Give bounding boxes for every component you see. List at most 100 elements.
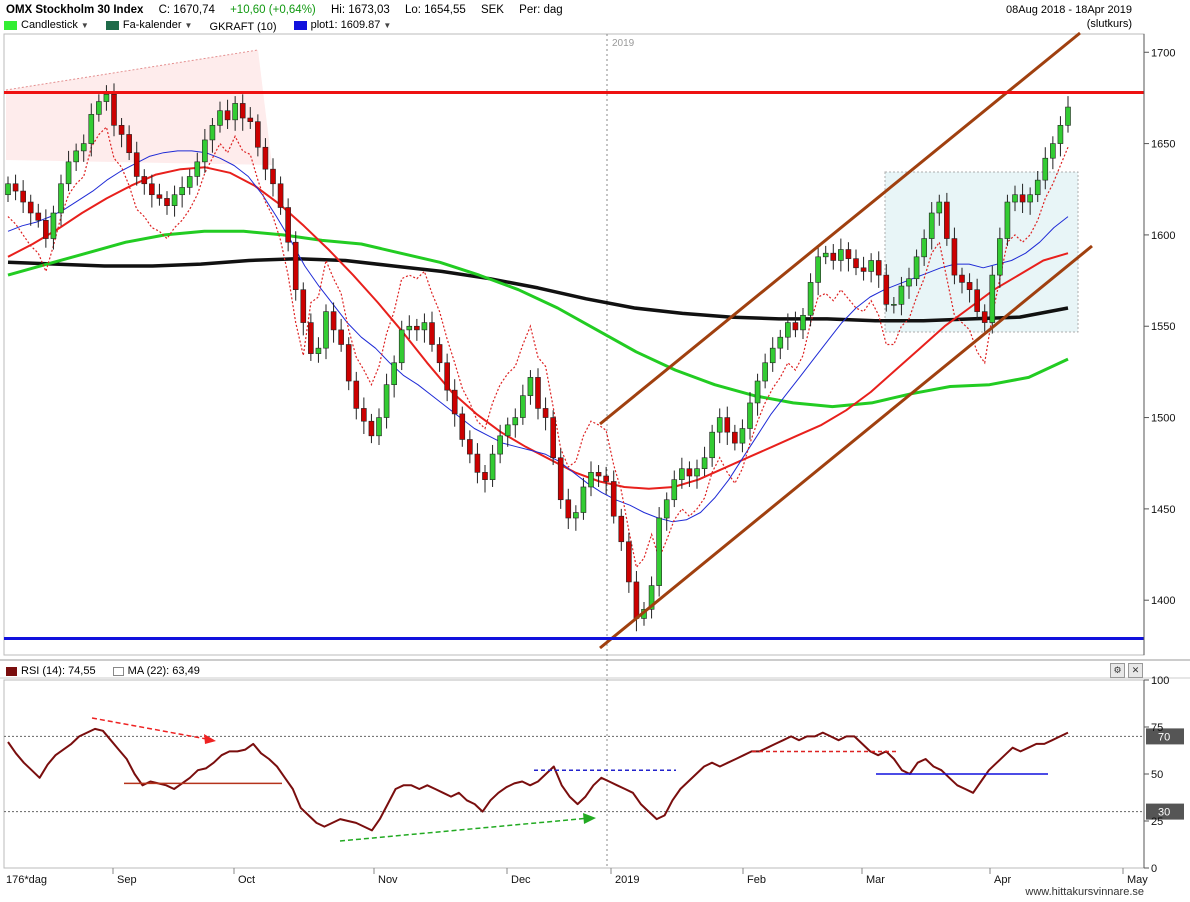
chevron-down-icon: ▼ bbox=[80, 20, 89, 30]
candle bbox=[1042, 157, 1049, 181]
candle bbox=[300, 289, 307, 323]
change-value: +10,60 (+0,64%) bbox=[230, 4, 316, 16]
candle bbox=[497, 435, 503, 455]
candle bbox=[80, 143, 87, 152]
rsi-y-tick-label: 50 bbox=[1151, 769, 1163, 781]
candle bbox=[353, 380, 360, 409]
fa-kalender-swatch bbox=[105, 20, 119, 30]
plot1-swatch bbox=[293, 20, 307, 30]
candle bbox=[482, 472, 488, 480]
candle bbox=[232, 103, 238, 121]
candle bbox=[429, 322, 435, 345]
candle bbox=[5, 183, 11, 196]
high-value: Hi: 1673,03 bbox=[330, 4, 390, 16]
chevron-down-icon: ▼ bbox=[184, 20, 193, 30]
candle bbox=[906, 278, 912, 287]
candle bbox=[724, 417, 731, 433]
candle bbox=[467, 439, 473, 455]
candle bbox=[171, 194, 178, 206]
candle bbox=[58, 183, 64, 214]
candle bbox=[792, 322, 799, 331]
candle bbox=[565, 499, 572, 519]
candle bbox=[595, 472, 602, 477]
rsi-ref-label: 70 bbox=[1158, 731, 1170, 743]
candle bbox=[376, 417, 382, 437]
candle bbox=[50, 212, 57, 239]
y-tick-label: 1450 bbox=[1151, 504, 1175, 516]
candle bbox=[754, 380, 761, 404]
candle bbox=[588, 472, 594, 488]
chart-header: OMX Stockholm 30 Index C: 1670,74 +10,60… bbox=[0, 0, 1190, 34]
candle bbox=[921, 238, 927, 258]
candle bbox=[762, 362, 768, 382]
candle bbox=[550, 417, 556, 459]
x-tick-label: Nov bbox=[378, 874, 398, 886]
candle bbox=[686, 468, 693, 477]
rsi-y-tick-label: 25 bbox=[1151, 816, 1163, 828]
candle bbox=[292, 241, 299, 291]
candle bbox=[118, 125, 125, 135]
candle bbox=[141, 176, 148, 185]
candle bbox=[239, 103, 246, 119]
legend-fa-kalender[interactable]: Fa-kalender ▼ bbox=[105, 19, 193, 31]
candle bbox=[822, 252, 829, 258]
legend-rsi[interactable]: RSI (14): 74,55 bbox=[6, 665, 96, 677]
candle bbox=[853, 258, 859, 269]
candle bbox=[1004, 201, 1011, 239]
year-marker: 2019 bbox=[612, 38, 635, 49]
candle bbox=[815, 256, 821, 283]
x-tick-label: Oct bbox=[238, 874, 255, 886]
candle bbox=[663, 499, 670, 519]
y-tick-label: 1400 bbox=[1151, 595, 1175, 607]
candle bbox=[459, 413, 466, 440]
candle bbox=[12, 183, 19, 192]
y-tick-label: 1600 bbox=[1151, 230, 1175, 242]
legend-gkraft[interactable]: GKRAFT (10) bbox=[210, 21, 277, 33]
candle bbox=[580, 486, 587, 513]
close-icon[interactable]: ✕ bbox=[1128, 663, 1143, 678]
candle bbox=[1019, 194, 1026, 203]
candle bbox=[88, 114, 95, 144]
legend-candlestick[interactable]: Candlestick ▼ bbox=[4, 19, 89, 31]
legend-candlestick-label: Candlestick bbox=[21, 19, 78, 31]
candle bbox=[913, 256, 920, 280]
candle bbox=[989, 274, 996, 323]
candle bbox=[383, 384, 390, 418]
ma-swatch bbox=[112, 666, 124, 676]
candle bbox=[391, 362, 397, 385]
candle bbox=[308, 322, 314, 354]
currency-label: SEK bbox=[480, 4, 504, 16]
candle bbox=[573, 512, 579, 519]
settings-icon[interactable]: ⚙ bbox=[1110, 663, 1125, 678]
candle bbox=[520, 395, 526, 418]
candle bbox=[489, 453, 496, 480]
candle bbox=[527, 377, 534, 396]
channel-lower-line bbox=[599, 244, 1093, 650]
x-tick-label: Apr bbox=[994, 874, 1011, 886]
legend-ma[interactable]: MA (22): 63,49 bbox=[112, 665, 200, 677]
date-range: 08Aug 2018 - 18Apr 2019 bbox=[1006, 4, 1132, 16]
candle bbox=[845, 249, 852, 259]
period-label: Per: dag bbox=[519, 4, 563, 16]
candle bbox=[255, 121, 261, 148]
rsi-line bbox=[7, 727, 1069, 832]
price-layer bbox=[4, 31, 1144, 650]
candle bbox=[618, 515, 625, 543]
period-label: 176*dag bbox=[6, 874, 47, 886]
candle bbox=[20, 190, 26, 203]
price-type: (slutkurs) bbox=[1086, 18, 1132, 30]
legend-plot1[interactable]: plot1: 1609.87 ▼ bbox=[293, 19, 391, 31]
candle bbox=[981, 311, 988, 323]
rsi-swatch bbox=[6, 666, 17, 676]
candle bbox=[285, 207, 291, 243]
candle bbox=[633, 581, 640, 619]
rsi-divergence-arrow-red bbox=[91, 717, 213, 741]
candle bbox=[368, 420, 375, 437]
candle bbox=[323, 311, 329, 349]
candle bbox=[1012, 194, 1018, 203]
candle bbox=[65, 161, 72, 185]
indicator-legend: Candlestick ▼ Fa-kalender ▼ GKRAFT (10) pl… bbox=[4, 19, 405, 33]
candle bbox=[535, 377, 541, 409]
x-tick-label: Sep bbox=[117, 874, 137, 886]
